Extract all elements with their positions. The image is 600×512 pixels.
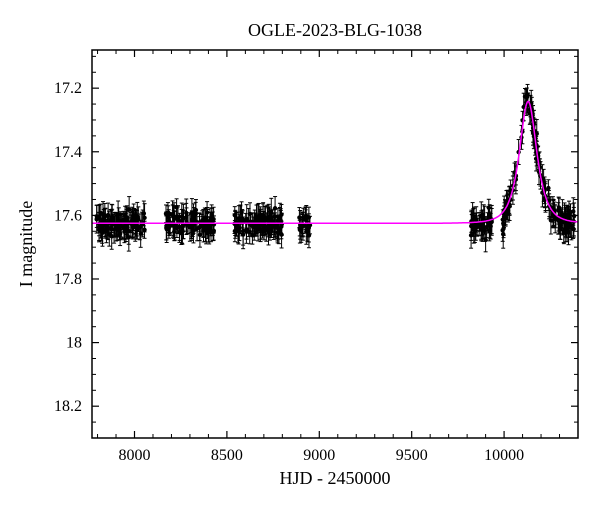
y-tick-label: 18	[66, 335, 82, 352]
x-tick-label: 9500	[396, 447, 428, 464]
x-tick-label: 8000	[119, 447, 151, 464]
lightcurve-chart: 8000 8500 9000 9500 10000 17.2 17.4 17.6 17.8 18 1…	[0, 0, 600, 512]
y-tick-label: 17.2	[54, 80, 82, 97]
x-tick-label: 8500	[211, 447, 243, 464]
x-axis-label: HJD - 2450000	[280, 468, 391, 488]
y-axis-label: I magnitude	[16, 201, 36, 287]
y-tick-label: 17.8	[54, 271, 82, 288]
y-tick-label: 18.2	[54, 398, 82, 415]
plot-svg: 8000 8500 9000 9500 10000 17.2 17.4 17.6 17.8 18 1…	[0, 0, 600, 512]
y-tick-label: 17.4	[54, 144, 82, 161]
x-tick-label: 9000	[303, 447, 335, 464]
y-tick-label: 17.6	[54, 207, 82, 224]
x-tick-label: 10000	[484, 447, 524, 464]
chart-title: OGLE-2023-BLG-1038	[248, 20, 422, 40]
